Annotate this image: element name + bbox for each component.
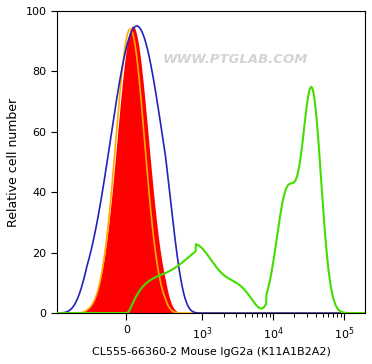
Text: WWW.PTGLAB.COM: WWW.PTGLAB.COM	[163, 53, 308, 66]
Y-axis label: Relative cell number: Relative cell number	[7, 98, 20, 226]
X-axis label: CL555-66360-2 Mouse IgG2a (K11A1B2A2): CL555-66360-2 Mouse IgG2a (K11A1B2A2)	[92, 347, 330, 357]
